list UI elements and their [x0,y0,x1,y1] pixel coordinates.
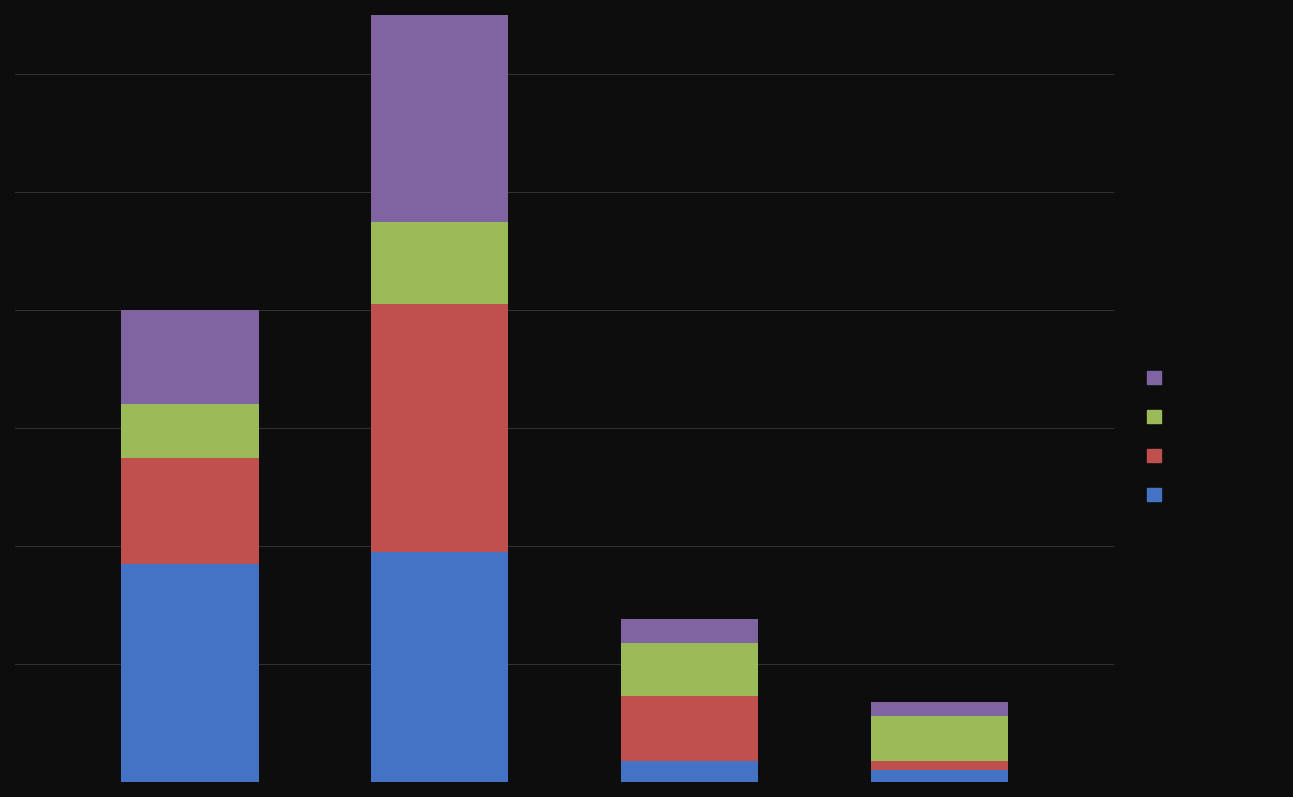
Bar [122,310,259,404]
Bar [621,619,758,642]
Bar [122,457,259,563]
Bar [870,761,1009,770]
Bar [870,716,1009,761]
Bar [621,642,758,696]
Legend: , , , : , , , [1143,367,1177,507]
Bar [371,222,508,304]
Bar [371,15,508,222]
Bar [621,761,758,782]
Bar [621,696,758,761]
Bar [870,770,1009,782]
Bar [371,304,508,552]
Bar [870,702,1009,716]
Bar [122,404,259,457]
Bar [122,563,259,782]
Bar [371,552,508,782]
